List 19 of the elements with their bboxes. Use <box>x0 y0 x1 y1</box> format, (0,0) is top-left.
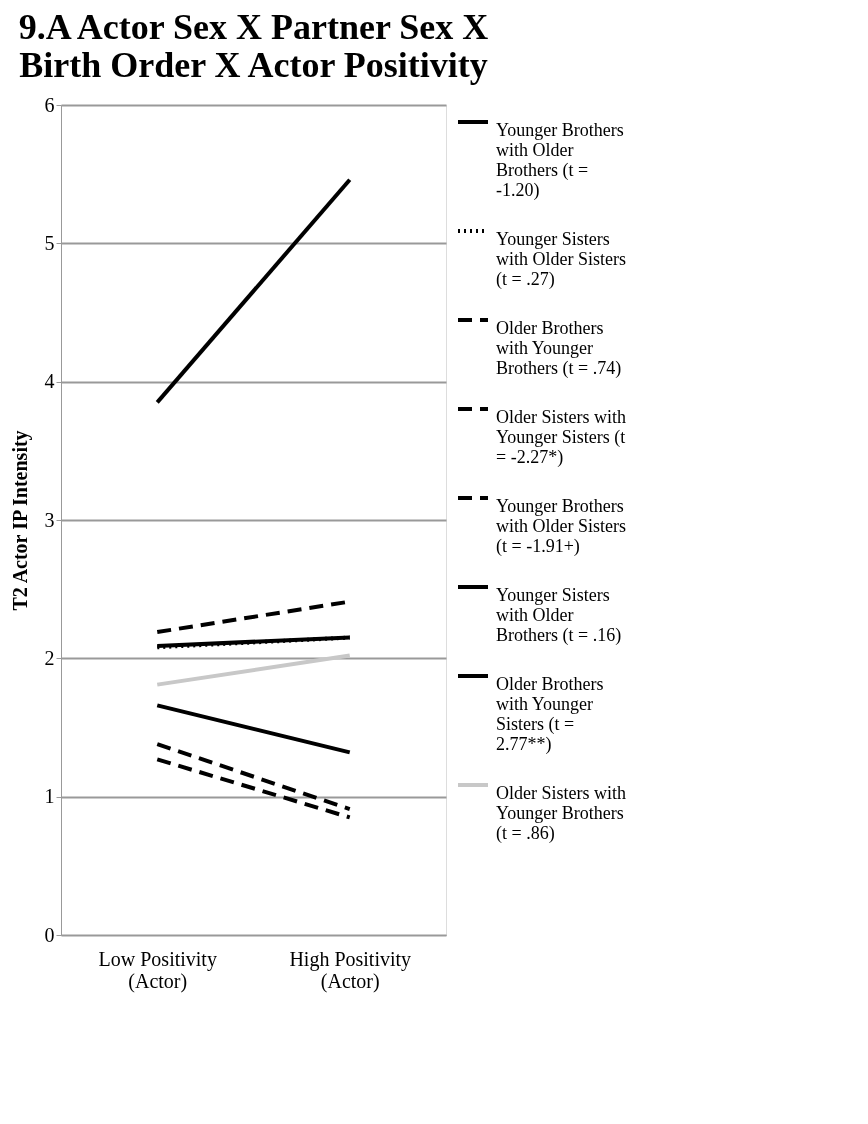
y-tick-label: 1 <box>44 785 55 808</box>
legend-label: Younger Sisters with Older Sisters (t = .27) <box>496 229 626 290</box>
chart-title: 9.A Actor Sex X Partner Sex X Birth Order X Actor Positivity <box>18 7 489 85</box>
legend-label: Younger Brothers with Older Sisters (t = -1.91+) <box>496 496 626 557</box>
legend-label: Older Sisters with Younger Brothers (t = .86) <box>496 783 626 844</box>
x-tick-label: High Positivity (Actor) <box>289 947 412 993</box>
y-axis-title: T2 Actor IP Intensity <box>8 430 32 611</box>
legend-label: Older Brothers with Younger Brothers (t = .74) <box>496 318 622 379</box>
y-tick-label: 4 <box>44 370 55 393</box>
y-tick-label: 3 <box>44 508 55 531</box>
y-tick-label: 5 <box>44 231 55 254</box>
y-tick-label: 2 <box>44 646 55 669</box>
y-tick-label: 0 <box>44 923 55 946</box>
x-tick-label: Low Positivity (Actor) <box>98 947 217 993</box>
legend-label: Younger Sisters with Older Brothers (t = .16) <box>496 585 622 646</box>
y-tick-label: 6 <box>44 93 55 116</box>
legend-label: Older Brothers with Younger Sisters (t = 2.77**) <box>496 674 604 755</box>
legend-label: Older Sisters with Younger Sisters (t = -2.27*) <box>496 407 626 468</box>
legend-label: Younger Brothers with Older Brothers (t = -1.20) <box>496 120 624 201</box>
